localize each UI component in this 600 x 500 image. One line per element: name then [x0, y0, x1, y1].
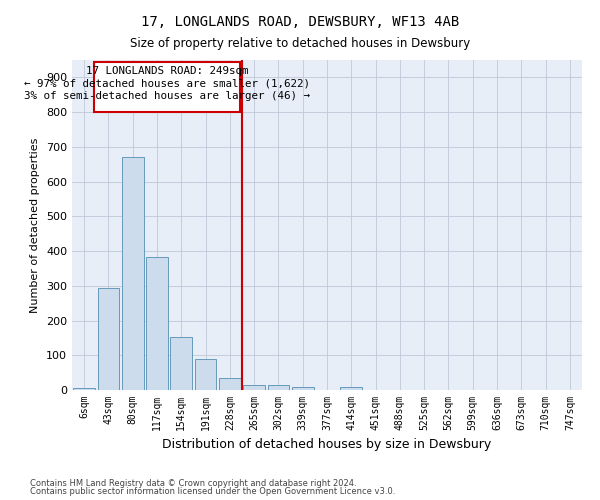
Bar — [73, 388, 95, 390]
Bar — [122, 156, 143, 390]
Bar — [97, 288, 119, 390]
Bar — [340, 387, 362, 390]
Text: ← 97% of detached houses are smaller (1,622): ← 97% of detached houses are smaller (1,… — [24, 78, 310, 88]
Text: Contains public sector information licensed under the Open Government Licence v3: Contains public sector information licen… — [30, 487, 395, 496]
Bar — [243, 385, 265, 390]
Bar — [194, 360, 217, 390]
Text: Size of property relative to detached houses in Dewsbury: Size of property relative to detached ho… — [130, 38, 470, 51]
Bar — [94, 62, 240, 112]
X-axis label: Distribution of detached houses by size in Dewsbury: Distribution of detached houses by size … — [163, 438, 491, 452]
Text: 17 LONGLANDS ROAD: 249sqm: 17 LONGLANDS ROAD: 249sqm — [86, 66, 248, 76]
Text: 17, LONGLANDS ROAD, DEWSBURY, WF13 4AB: 17, LONGLANDS ROAD, DEWSBURY, WF13 4AB — [141, 15, 459, 29]
Bar — [146, 257, 168, 390]
Text: 3% of semi-detached houses are larger (46) →: 3% of semi-detached houses are larger (4… — [24, 90, 310, 101]
Bar — [170, 337, 192, 390]
Bar — [292, 386, 314, 390]
Text: Contains HM Land Registry data © Crown copyright and database right 2024.: Contains HM Land Registry data © Crown c… — [30, 478, 356, 488]
Bar — [219, 378, 241, 390]
Bar — [268, 386, 289, 390]
Y-axis label: Number of detached properties: Number of detached properties — [31, 138, 40, 312]
